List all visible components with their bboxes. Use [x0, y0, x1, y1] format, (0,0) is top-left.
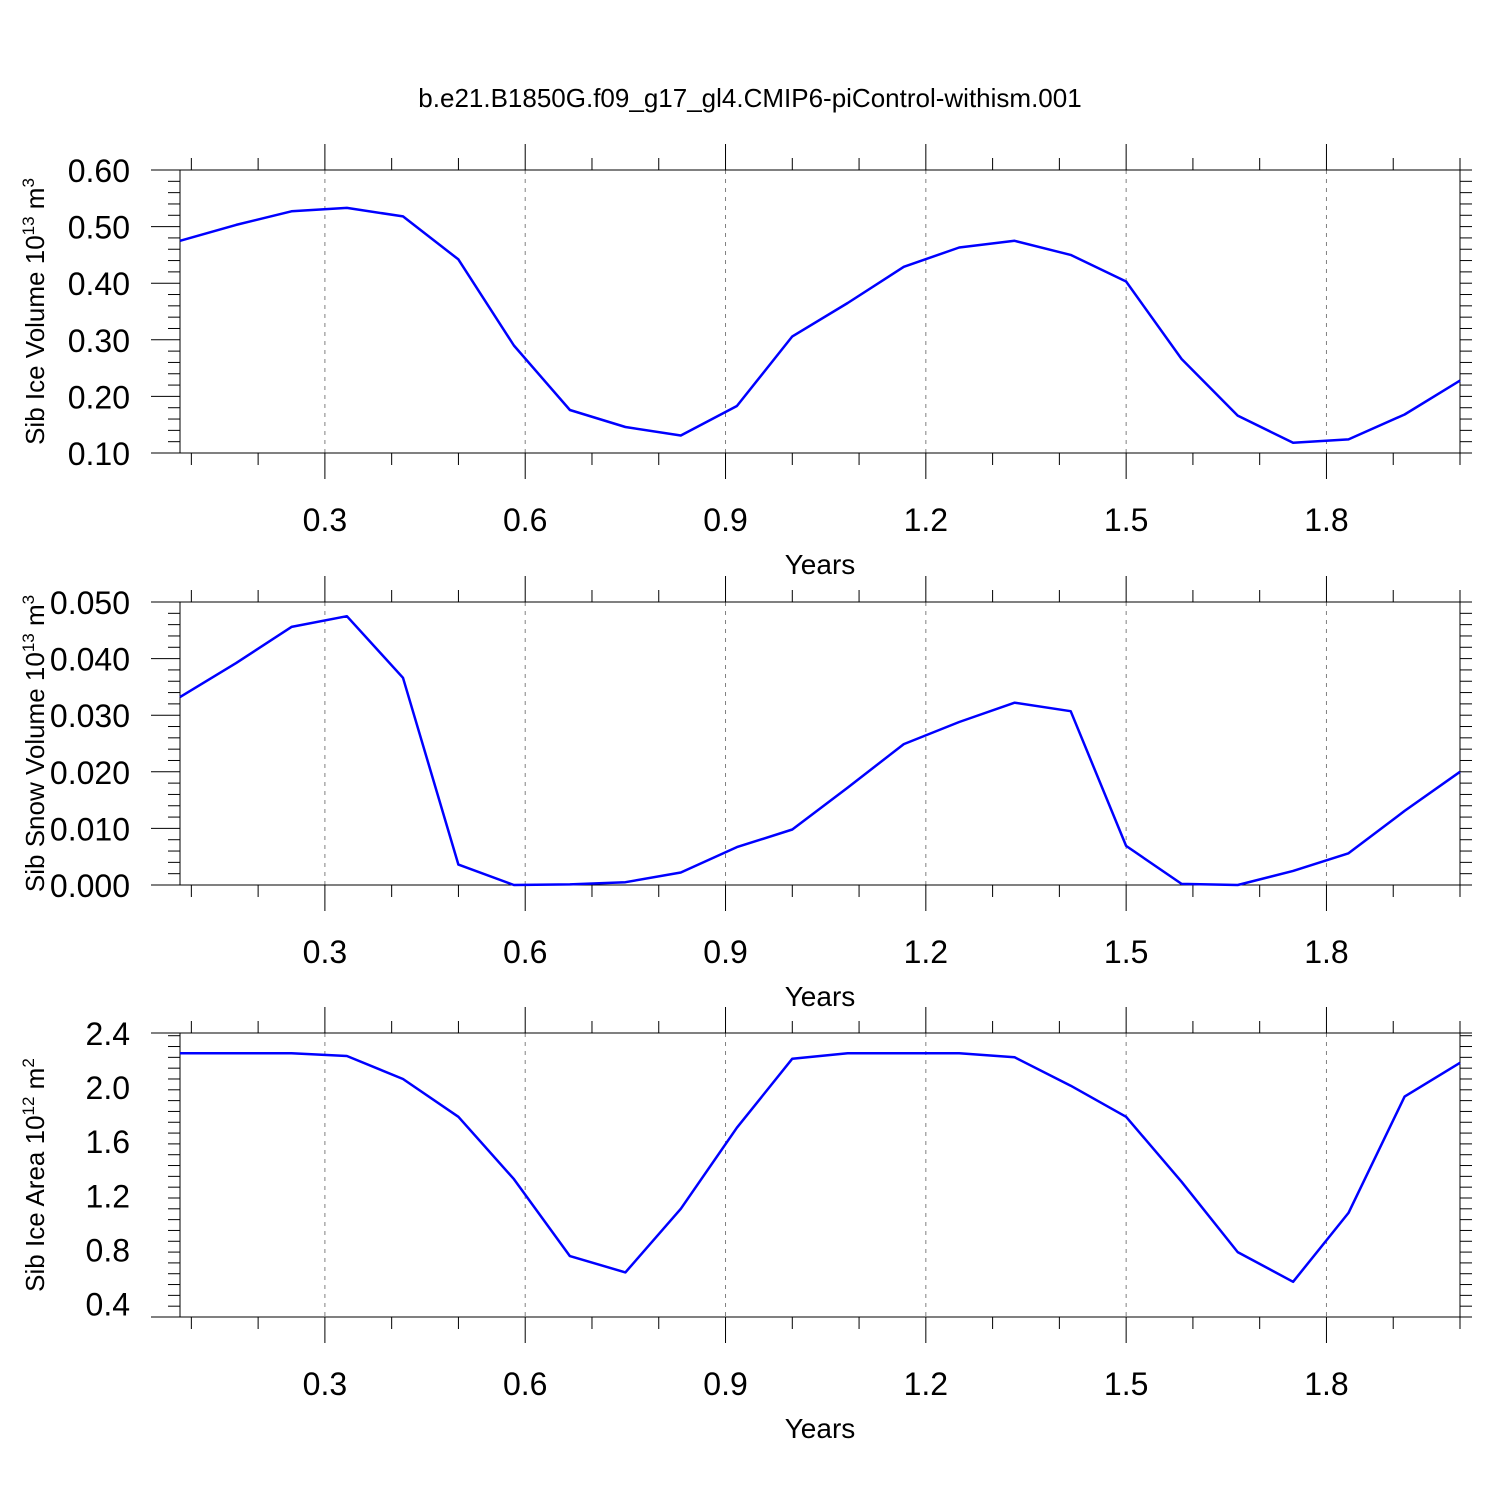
x-tick-label: 1.8	[1304, 934, 1348, 970]
x-tick-label: 0.6	[503, 934, 547, 970]
y-tick-label: 0.4	[86, 1286, 130, 1322]
y-tick-label: 0.10	[68, 436, 130, 472]
x-tick-label: 1.2	[904, 934, 948, 970]
x-tick-label: 1.8	[1304, 1366, 1348, 1402]
y-tick-label: 2.0	[86, 1070, 130, 1106]
figure-title: b.e21.B1850G.f09_g17_gl4.CMIP6-piControl…	[418, 83, 1081, 113]
x-tick-label: 1.5	[1104, 502, 1148, 538]
panel-2: 0.3 0.6 0.9 1.2 1.5 1.8 Years 0.000 0.010 0.020 0.…	[19, 576, 1472, 1012]
x-tick-label: 0.3	[303, 502, 347, 538]
y-tick-label: 0.60	[68, 153, 130, 189]
y-tick-label: 0.040	[50, 642, 130, 678]
panels: 0.3 0.6 0.9 1.2 1.5 1.8 Years 0.10 0.20 0.30 0.40 0…	[19, 144, 1472, 1444]
series-line	[179, 206, 1461, 445]
x-tick-label: 1.2	[904, 502, 948, 538]
y-tick-label: 1.2	[86, 1178, 130, 1214]
y-tick-label: 0.020	[50, 755, 130, 791]
y-tick-label: 1.6	[86, 1124, 130, 1160]
y-tick-label: 0.40	[68, 266, 130, 302]
panel-3: 0.3 0.6 0.9 1.2 1.5 1.8 Years 0.4 0.8 1.2 1.6 2.0 2.…	[19, 1007, 1472, 1444]
y-tick-label: 0.30	[68, 323, 130, 359]
panel-1: 0.3 0.6 0.9 1.2 1.5 1.8 Years 0.10 0.20 0.30 0.40 0…	[19, 144, 1472, 580]
y-tick-label: 0.8	[86, 1232, 130, 1268]
x-tick-label: 1.5	[1104, 1366, 1148, 1402]
y-tick-label: 0.050	[50, 585, 130, 621]
x-axis-label: Years	[785, 981, 856, 1012]
x-tick-label: 1.8	[1304, 502, 1348, 538]
x-tick-label: 1.5	[1104, 934, 1148, 970]
x-tick-label: 0.3	[303, 1366, 347, 1402]
x-tick-label: 0.9	[703, 502, 747, 538]
y-tick-label: 0.20	[68, 379, 130, 415]
series-line	[179, 614, 1461, 887]
y-tick-label: 2.4	[86, 1016, 130, 1052]
y-axis-label: Sib Snow Volume 1013 m3	[19, 595, 50, 892]
y-tick-label: 0.030	[50, 698, 130, 734]
x-tick-label: 0.9	[703, 1366, 747, 1402]
y-tick-label: 0.000	[50, 868, 130, 904]
x-tick-label: 0.6	[503, 502, 547, 538]
y-axis-label: Sib Ice Volume 1013 m3	[19, 178, 50, 445]
y-axis-label: Sib Ice Area 1012 m2	[19, 1058, 50, 1292]
x-tick-label: 0.3	[303, 934, 347, 970]
y-tick-label: 0.010	[50, 811, 130, 847]
x-tick-label: 0.6	[503, 1366, 547, 1402]
series-line	[180, 1052, 1461, 1284]
y-tick-label: 0.50	[68, 210, 130, 246]
x-tick-label: 0.9	[703, 934, 747, 970]
x-axis-label: Years	[785, 1413, 856, 1444]
x-tick-label: 1.2	[904, 1366, 948, 1402]
x-axis-label: Years	[785, 549, 856, 580]
